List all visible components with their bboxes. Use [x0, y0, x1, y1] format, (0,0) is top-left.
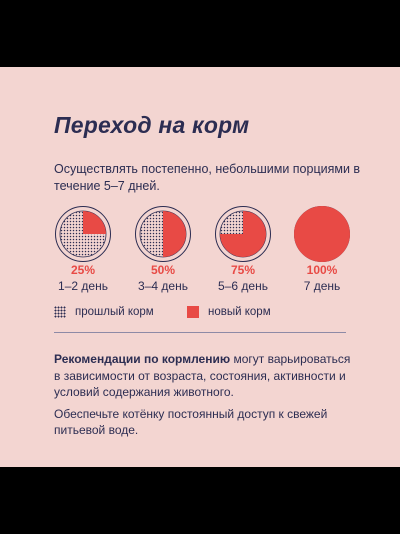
- pie-svg: [55, 206, 111, 262]
- pie-new-food-slice: [294, 206, 350, 262]
- pie-new-food-slice: [220, 211, 266, 257]
- pie-new-food-slice: [163, 211, 186, 257]
- pie-stage-4: [293, 205, 351, 263]
- pie-svg: [215, 206, 271, 262]
- legend-old-label: прошлый корм: [75, 306, 154, 318]
- legend-new-food: новый корм: [187, 306, 271, 318]
- recommendation-paragraph: Рекомендации по кормлению могут варьиров…: [54, 351, 359, 401]
- pie-stage-1: [54, 205, 112, 263]
- recommendation-rest: могут варьироваться в зависимости от воз…: [54, 352, 351, 399]
- recommendation-bold: Рекомендации по кормлению: [54, 352, 231, 366]
- legend-old-food: прошлый корм: [54, 306, 154, 318]
- red-swatch-icon: [187, 306, 199, 318]
- pie-svg: [294, 206, 350, 262]
- page-title: Переход на корм: [54, 112, 250, 138]
- stage-1-percent: 25%: [70, 263, 96, 277]
- pie-stage-2: [134, 205, 192, 263]
- pie-outer-ring: [135, 206, 191, 262]
- stage-4-days: 7 день: [303, 279, 341, 293]
- recommendation-block: Рекомендации по кормлению могут варьиров…: [54, 351, 359, 444]
- water-paragraph: Обеспечьте котёнку постоянный доступ к с…: [54, 406, 328, 438]
- divider: [54, 332, 346, 333]
- stage-3-days: 5–6 день: [218, 279, 268, 293]
- stage-4-percent: 100%: [306, 263, 338, 277]
- stage-1-days: 1–2 день: [58, 279, 108, 293]
- feeding-transition-card: Переход на корм Осуществлять постепенно,…: [0, 67, 400, 467]
- pie-stage-3: [214, 205, 272, 263]
- stage-3-percent: 75%: [230, 263, 256, 277]
- pie-outer-ring: [215, 206, 271, 262]
- dotted-swatch-icon: [54, 306, 66, 318]
- pie-outer-ring: [55, 206, 111, 262]
- stage-2-days: 3–4 день: [138, 279, 188, 293]
- stage-2-percent: 50%: [150, 263, 176, 277]
- intro-text: Осуществлять постепенно, небольшими порц…: [54, 162, 361, 193]
- pie-new-food-slice: [83, 211, 106, 234]
- pie-svg: [135, 206, 191, 262]
- legend-new-label: новый корм: [208, 306, 271, 318]
